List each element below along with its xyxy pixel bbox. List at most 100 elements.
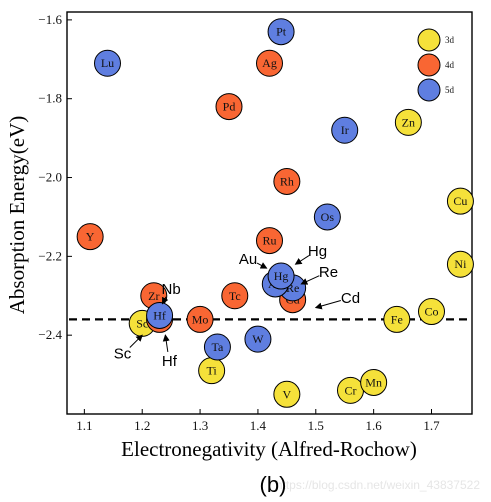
annotation-label: Re [319, 264, 338, 281]
panel-label: (b) [260, 472, 287, 497]
y-tick-label: −1.6 [38, 12, 62, 27]
data-point-ag: Ag [256, 49, 283, 77]
point-label: Cr [345, 383, 357, 397]
point-label: Rh [280, 174, 294, 188]
point-marker [446, 250, 474, 278]
point-label: Y [86, 230, 95, 244]
point-marker [267, 18, 295, 46]
data-point-v: V [273, 380, 301, 408]
point-label: Sc [136, 316, 148, 330]
data-point-pd: Pd [215, 93, 243, 121]
point-label: Zr [148, 289, 159, 303]
point-marker [146, 301, 174, 329]
point-label: Ag [262, 56, 277, 70]
point-label: Pd [223, 100, 236, 114]
data-point-w: W [244, 325, 272, 353]
annotation-au: Au [239, 251, 268, 269]
legend-marker [417, 78, 441, 102]
data-point-os: Os [313, 203, 341, 231]
x-axis-label: Electronegativity (Alfred-Rochow) [121, 437, 417, 461]
point-marker [203, 333, 231, 361]
annotation-label: Hg [308, 243, 327, 260]
legend-marker [417, 53, 441, 77]
point-label: Hf [153, 308, 166, 322]
x-tick-label: 1.2 [134, 418, 150, 433]
point-label: Zn [402, 115, 415, 129]
annotation-hg: Hg [294, 243, 327, 265]
data-point-hf: Hf [146, 301, 174, 329]
annotation-nb: Nb [162, 281, 181, 305]
point-marker [418, 298, 445, 326]
data-point-ir: Ir [331, 116, 359, 144]
point-marker [273, 167, 301, 195]
data-point-tc: Tc [221, 282, 249, 310]
data-point-mn: Mn [360, 368, 388, 396]
data-point-hg: Hg [267, 262, 295, 290]
annotation-label: Hf [162, 353, 178, 370]
data-point-rh: Rh [273, 167, 301, 195]
data-point-pt: Pt [267, 18, 295, 46]
point-label: W [252, 332, 264, 346]
annotation-arrow [162, 296, 169, 305]
annotation-arrow [162, 334, 170, 352]
data-point-cu: Cu [446, 187, 474, 215]
point-label: V [283, 387, 292, 401]
data-point-y: Y [76, 223, 104, 251]
legend: 3d 4d 5d [417, 28, 455, 102]
point-label: Cu [453, 194, 467, 208]
x-tick-label: 1.5 [308, 418, 324, 433]
annotation-label: Nb [162, 281, 181, 298]
point-marker [244, 325, 272, 353]
point-marker [331, 116, 359, 144]
legend-marker [417, 28, 441, 52]
point-marker [446, 187, 474, 215]
legend-entry-4d: 4d [417, 53, 455, 77]
point-marker [394, 108, 422, 136]
legend-label: 5d [445, 85, 455, 95]
y-tick-label: −2.0 [38, 170, 62, 185]
point-marker [267, 262, 295, 290]
legend-label: 3d [445, 35, 455, 45]
point-marker [256, 49, 283, 77]
legend-entry-5d: 5d [417, 78, 455, 102]
x-tick-label: 1.1 [76, 418, 92, 433]
x-tick-label: 1.7 [423, 418, 440, 433]
annotation-label: Sc [114, 346, 132, 363]
annotation-arrow [314, 300, 341, 310]
point-marker [256, 227, 283, 255]
point-label: Ni [454, 257, 467, 271]
annotation-cd: Cd [314, 290, 360, 310]
point-label: Ta [212, 340, 224, 354]
annotation-label: Cd [341, 290, 360, 307]
data-point-lu: Lu [94, 49, 121, 77]
data-points: Sc Ti V Cr Mn Fe Co Ni Cu Zn Y ZrNb Mo Tc Ru Rh Pd Ag Cd Lu… [76, 18, 474, 408]
point-label: Hg [274, 269, 289, 283]
point-label: Fe [391, 312, 403, 326]
annotation-label: Au [239, 251, 257, 268]
annotation-sc: Sc [114, 334, 143, 363]
y-tick-label: −2.4 [38, 327, 62, 342]
point-label: Pt [276, 25, 287, 39]
point-marker [273, 380, 301, 408]
point-marker [313, 203, 341, 231]
annotation-arrow [294, 255, 310, 265]
data-point-ru: Ru [256, 227, 283, 255]
point-label: Ti [207, 364, 218, 378]
annotation-arrow [129, 334, 143, 348]
data-point-fe: Fe [383, 305, 411, 333]
point-marker [215, 93, 243, 121]
data-point-mo: Mo [186, 305, 214, 333]
annotation-hf: Hf [162, 334, 178, 370]
annotation-re: Re [300, 264, 338, 285]
point-marker [221, 282, 249, 310]
point-marker [360, 368, 388, 396]
plot-frame [66, 11, 473, 415]
x-tick-label: 1.3 [192, 418, 208, 433]
point-marker [94, 49, 121, 77]
x-tick-label: 1.6 [366, 418, 383, 433]
point-label: Tc [229, 289, 241, 303]
point-marker [76, 223, 104, 251]
axis-ticks: 1.1 1.2 1.3 1.4 1.5 1.6 1.7 −1.6 −1.8 −2.0 −2.2 −2.… [38, 12, 440, 433]
data-point-co: Co [418, 298, 445, 326]
point-label: Mn [365, 375, 382, 389]
